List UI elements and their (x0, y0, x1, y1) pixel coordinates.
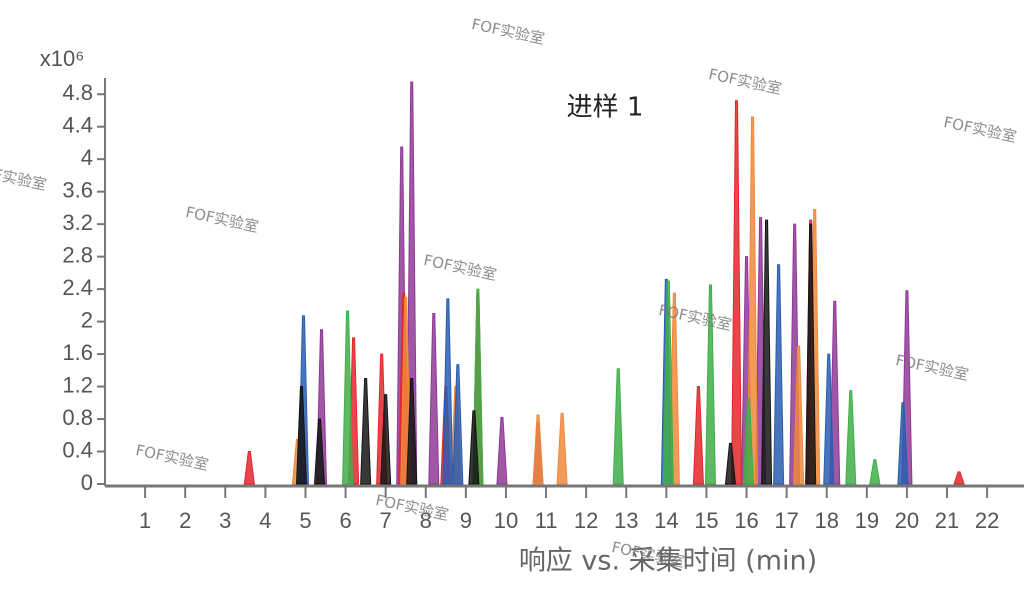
x-tick-label: 20 (895, 508, 919, 533)
peak (243, 451, 255, 485)
y-tick-label: 4 (81, 145, 93, 170)
x-tick-label: 2 (179, 508, 191, 533)
x-tick-label: 19 (855, 508, 879, 533)
chart-title: 进样 1 (567, 93, 644, 123)
y-tick-label: 3.6 (62, 177, 93, 202)
x-tick-label: 17 (774, 508, 798, 533)
x-tick-label: 15 (694, 508, 718, 533)
peak (406, 377, 418, 485)
x-tick-label: 16 (734, 508, 758, 533)
peak (662, 280, 674, 485)
peak (747, 116, 759, 485)
x-tick-label: 22 (975, 508, 999, 533)
watermark: FOF实验室 (422, 251, 498, 284)
peak (313, 418, 326, 485)
peak (805, 223, 817, 485)
watermark: FOF实验室 (0, 161, 48, 194)
x-tick-label: 8 (420, 508, 432, 533)
peak (612, 368, 624, 485)
x-axis-label: 响应 vs. 采集时间 (min) (519, 546, 817, 577)
y-tick-label: 1.2 (62, 372, 93, 397)
x-tick-label: 14 (654, 508, 678, 533)
peak (295, 386, 307, 485)
y-tick-label: 3.2 (62, 210, 93, 235)
x-tick-label: 3 (219, 508, 231, 533)
y-tick-label: 4.8 (62, 80, 93, 105)
y-tick-label: 0.4 (62, 437, 93, 462)
x-tick-label: 21 (935, 508, 959, 533)
x-tick-label: 6 (339, 508, 351, 533)
watermark: FOF实验室 (707, 65, 783, 98)
peak (360, 377, 372, 485)
peak (953, 471, 965, 485)
peak (468, 410, 480, 485)
watermark: FOF实验室 (134, 441, 210, 474)
peak (428, 312, 440, 485)
x-tick-label: 12 (574, 508, 598, 533)
y-tick-label: 0 (81, 470, 93, 495)
peak (845, 390, 857, 485)
peak (380, 394, 392, 485)
x-tick-label: 10 (494, 508, 518, 533)
peak (773, 264, 785, 485)
y-tick-label: 2.8 (62, 242, 93, 267)
x-tick-label: 5 (299, 508, 311, 533)
peak (793, 345, 805, 485)
peak (761, 219, 773, 485)
y-unit: x10⁶ (40, 46, 85, 71)
x-tick-label: 18 (814, 508, 838, 533)
x-tick-label: 13 (614, 508, 638, 533)
peak (704, 284, 716, 485)
x-tick-label: 9 (460, 508, 472, 533)
x-tick-label: 1 (139, 508, 151, 533)
x-tick-label: 7 (380, 508, 392, 533)
peak (692, 386, 704, 485)
watermark: FOF实验室 (942, 113, 1018, 146)
watermark: FOF实验室 (470, 15, 546, 48)
peak (869, 459, 881, 485)
peak (442, 298, 454, 485)
y-tick-label: 1.6 (62, 340, 93, 365)
y-tick-label: 2 (81, 307, 93, 332)
peak (556, 412, 568, 485)
y-tick-label: 4.4 (62, 113, 93, 138)
peak (897, 402, 909, 485)
y-tick-label: 0.8 (62, 405, 93, 430)
peak (743, 398, 755, 485)
peak (731, 100, 743, 485)
x-tick-label: 11 (535, 508, 558, 533)
peak (724, 442, 737, 485)
watermark: FOF实验室 (184, 203, 260, 236)
peak (532, 414, 544, 485)
peak (452, 364, 464, 485)
peak (823, 353, 835, 485)
peak (342, 310, 354, 485)
y-tick-label: 2.4 (62, 275, 93, 300)
x-tick-label: 4 (259, 508, 271, 533)
peak (496, 416, 508, 485)
